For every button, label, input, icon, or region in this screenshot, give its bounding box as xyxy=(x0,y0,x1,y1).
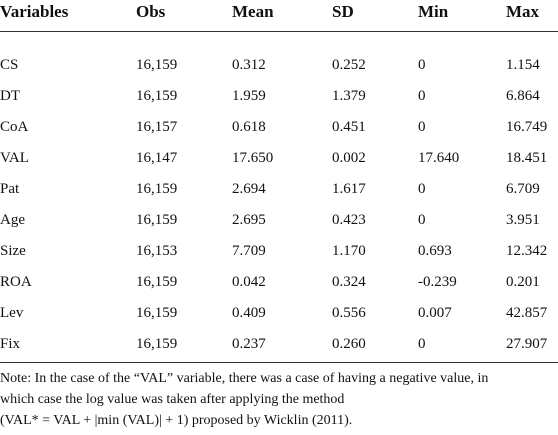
table-cell: 0.618 xyxy=(232,119,266,135)
table-cell: 16.749 xyxy=(506,119,548,135)
row-label: ROA xyxy=(0,274,32,290)
bottom-rule xyxy=(0,362,558,363)
table-cell: 16,159 xyxy=(136,274,178,290)
table-cell: 1.959 xyxy=(232,88,266,104)
table-cell: 0.451 xyxy=(332,119,366,135)
row-label: VAL xyxy=(0,150,29,166)
table-note: Note: In the case of the “VAL” variable,… xyxy=(0,371,489,386)
table-cell: 1.379 xyxy=(332,88,366,104)
table-cell: 0.007 xyxy=(418,305,452,321)
table-cell: 0.237 xyxy=(232,336,266,352)
row-label: Size xyxy=(0,243,26,259)
table-cell: 0.201 xyxy=(506,274,540,290)
table-cell: 0.409 xyxy=(232,305,266,321)
table-cell: 12.342 xyxy=(506,243,548,259)
table-cell: 0.260 xyxy=(332,336,366,352)
table-cell: 7.709 xyxy=(232,243,266,259)
table-cell: 0.556 xyxy=(332,305,366,321)
table-cell: 6.864 xyxy=(506,88,540,104)
table-cell: -0.239 xyxy=(418,274,457,290)
table-note: (VAL* = VAL + |min (VAL)| + 1) proposed … xyxy=(0,413,353,428)
table-cell: 18.451 xyxy=(506,150,548,166)
table-cell: 16,159 xyxy=(136,212,178,228)
table-cell: 16,159 xyxy=(136,181,178,197)
table-cell: 0.312 xyxy=(232,57,266,73)
row-label: Fix xyxy=(0,336,21,352)
table-cell: 0 xyxy=(418,181,426,197)
table-cell: 0.693 xyxy=(418,243,452,259)
table-cell: 16,159 xyxy=(136,336,178,352)
table-cell: 1.170 xyxy=(332,243,366,259)
table-cell: 3.951 xyxy=(506,212,540,228)
table-cell: 0 xyxy=(418,57,426,73)
table-cell: 0.423 xyxy=(332,212,366,228)
table-cell: 16,153 xyxy=(136,243,178,259)
table-cell: 16,159 xyxy=(136,88,178,104)
table-cell: 17.640 xyxy=(418,150,460,166)
table-cell: 16,159 xyxy=(136,305,178,321)
row-label: CoA xyxy=(0,119,29,135)
table-cell: 2.695 xyxy=(232,212,266,228)
table-cell: 0 xyxy=(418,212,426,228)
table-cell: 2.694 xyxy=(232,181,266,197)
row-label: CS xyxy=(0,57,19,73)
column-header: Obs xyxy=(136,2,166,21)
row-label: Age xyxy=(0,212,25,228)
column-header: Max xyxy=(506,2,540,21)
table-cell: 16,157 xyxy=(136,119,178,135)
header-rule xyxy=(0,31,558,32)
table-cell: 0 xyxy=(418,88,426,104)
table-cell: 0.324 xyxy=(332,274,366,290)
table-cell: 0 xyxy=(418,336,426,352)
table-cell: 16,147 xyxy=(136,150,178,166)
table-cell: 0.252 xyxy=(332,57,366,73)
row-label: DT xyxy=(0,88,20,104)
row-label: Pat xyxy=(0,181,20,197)
column-header: Mean xyxy=(232,2,274,21)
table-cell: 0 xyxy=(418,119,426,135)
table-cell: 16,159 xyxy=(136,57,178,73)
column-header: Min xyxy=(418,2,449,21)
table-note: which case the log value was taken after… xyxy=(0,392,345,407)
table-cell: 1.617 xyxy=(332,181,366,197)
column-header: Variables xyxy=(0,2,69,21)
column-header: SD xyxy=(332,2,354,21)
table-cell: 42.857 xyxy=(506,305,548,321)
table-cell: 0.002 xyxy=(332,150,366,166)
table-cell: 1.154 xyxy=(506,57,540,73)
table-cell: 17.650 xyxy=(232,150,274,166)
row-label: Lev xyxy=(0,305,24,321)
table-cell: 0.042 xyxy=(232,274,266,290)
table-cell: 6.709 xyxy=(506,181,540,197)
table-cell: 27.907 xyxy=(506,336,548,352)
